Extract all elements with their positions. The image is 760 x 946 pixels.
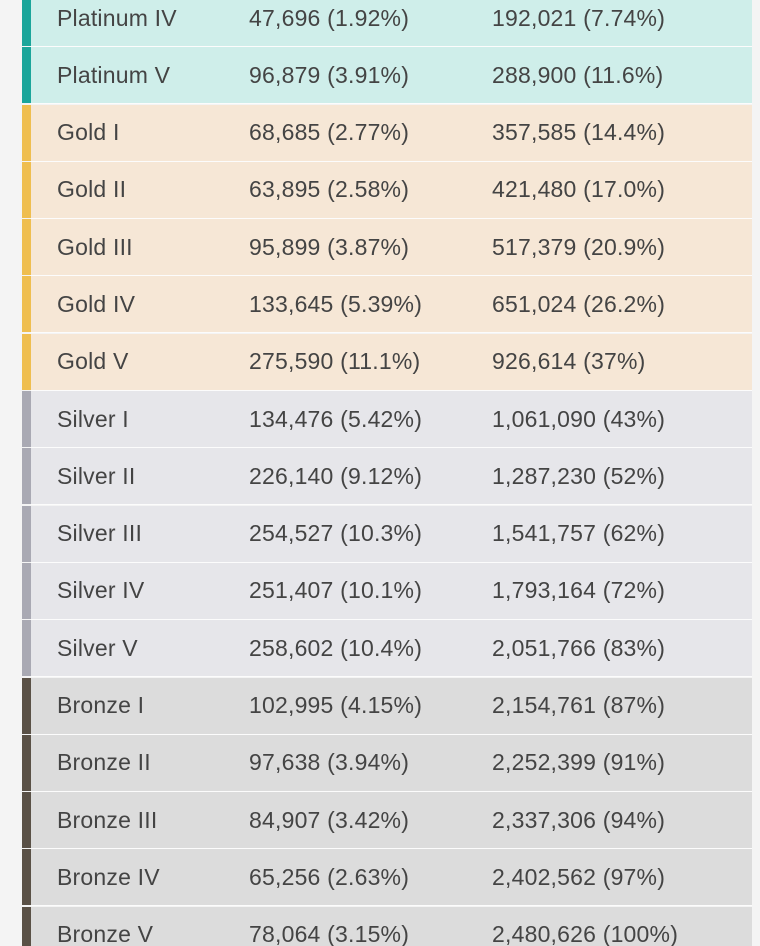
table-row: Silver V 258,602 (10.4%) 2,051,766 (83%) <box>22 620 752 678</box>
table-row: Bronze IV 65,256 (2.63%) 2,402,562 (97%) <box>22 849 752 907</box>
cumulative-cell: 421,480 (17.0%) <box>492 176 666 203</box>
table-row: Silver III 254,527 (10.3%) 1,541,757 (62… <box>22 505 752 563</box>
tier-cell: Gold V <box>57 348 129 375</box>
tier-cell: Bronze IV <box>57 863 160 890</box>
cumulative-cell: 357,585 (14.4%) <box>492 119 666 146</box>
row-divider <box>31 103 752 105</box>
row-divider <box>31 217 752 219</box>
table-row: Gold V 275,590 (11.1%) 926,614 (37%) <box>22 333 752 391</box>
cumulative-cell: 1,287,230 (52%) <box>492 462 666 489</box>
row-divider <box>31 561 752 563</box>
players-cell: 133,645 (5.39%) <box>249 290 423 317</box>
row-divider <box>31 618 752 620</box>
table-row: Silver I 134,476 (5.42%) 1,061,090 (43%) <box>22 391 752 449</box>
tier-cell: Silver V <box>57 634 138 661</box>
table-row: Platinum V 96,879 (3.91%) 288,900 (11.6%… <box>22 47 752 105</box>
table-row: Bronze III 84,907 (3.42%) 2,337,306 (94%… <box>22 792 752 850</box>
players-cell: 95,899 (3.87%) <box>249 233 410 260</box>
tier-cell: Bronze II <box>57 749 151 776</box>
players-cell: 97,638 (3.94%) <box>249 749 410 776</box>
row-divider <box>31 160 752 162</box>
players-cell: 251,407 (10.1%) <box>249 577 423 604</box>
cumulative-cell: 2,480,626 (100%) <box>492 921 679 946</box>
cumulative-cell: 2,402,562 (97%) <box>492 863 666 890</box>
players-cell: 226,140 (9.12%) <box>249 462 423 489</box>
tier-cell: Silver IV <box>57 577 145 604</box>
cumulative-cell: 517,379 (20.9%) <box>492 233 666 260</box>
table-row: Silver II 226,140 (9.12%) 1,287,230 (52%… <box>22 448 752 506</box>
players-cell: 102,995 (4.15%) <box>249 692 423 719</box>
table-row: Bronze V 78,064 (3.15%) 2,480,626 (100%) <box>22 906 752 946</box>
table-row: Bronze I 102,995 (4.15%) 2,154,761 (87%) <box>22 677 752 735</box>
tier-cell: Bronze V <box>57 921 154 946</box>
tier-cell: Bronze III <box>57 806 158 833</box>
row-divider <box>31 848 752 850</box>
table-row: Gold III 95,899 (3.87%) 517,379 (20.9%) <box>22 219 752 277</box>
cumulative-cell: 2,252,399 (91%) <box>492 749 666 776</box>
page-edge <box>752 0 760 946</box>
row-divider <box>31 905 752 907</box>
players-cell: 258,602 (10.4%) <box>249 634 423 661</box>
players-cell: 275,590 (11.1%) <box>249 348 421 375</box>
row-divider <box>31 504 752 506</box>
tier-cell: Platinum V <box>57 61 171 88</box>
table-row: Silver IV 251,407 (10.1%) 1,793,164 (72%… <box>22 562 752 620</box>
cumulative-cell: 651,024 (26.2%) <box>492 290 666 317</box>
tier-cell: Silver III <box>57 520 143 547</box>
cumulative-cell: 192,021 (7.74%) <box>492 4 666 31</box>
row-divider <box>31 447 752 449</box>
row-divider <box>31 46 752 47</box>
players-cell: 96,879 (3.91%) <box>249 61 410 88</box>
players-cell: 63,895 (2.58%) <box>249 176 410 203</box>
cumulative-cell: 1,061,090 (43%) <box>492 405 666 432</box>
row-divider <box>31 733 752 735</box>
rank-distribution-table: Platinum IV 47,696 (1.92%) 192,021 (7.74… <box>22 0 752 946</box>
tier-cell: Gold III <box>57 233 133 260</box>
cumulative-cell: 2,337,306 (94%) <box>492 806 666 833</box>
row-divider <box>31 332 752 334</box>
tier-cell: Silver I <box>57 405 129 432</box>
table-row: Platinum IV 47,696 (1.92%) 192,021 (7.74… <box>22 0 752 47</box>
players-cell: 134,476 (5.42%) <box>249 405 423 432</box>
row-divider <box>31 790 752 792</box>
players-cell: 47,696 (1.92%) <box>249 4 410 31</box>
cumulative-cell: 1,793,164 (72%) <box>492 577 666 604</box>
cumulative-cell: 2,051,766 (83%) <box>492 634 666 661</box>
cumulative-cell: 926,614 (37%) <box>492 348 646 375</box>
cumulative-cell: 1,541,757 (62%) <box>492 520 666 547</box>
players-cell: 84,907 (3.42%) <box>249 806 410 833</box>
table-row: Bronze II 97,638 (3.94%) 2,252,399 (91%) <box>22 734 752 792</box>
row-divider <box>31 676 752 678</box>
table-row: Gold I 68,685 (2.77%) 357,585 (14.4%) <box>22 104 752 162</box>
table-row: Gold IV 133,645 (5.39%) 651,024 (26.2%) <box>22 276 752 334</box>
row-divider <box>31 389 752 391</box>
players-cell: 68,685 (2.77%) <box>249 119 410 146</box>
players-cell: 78,064 (3.15%) <box>249 921 410 946</box>
cumulative-cell: 288,900 (11.6%) <box>492 61 664 88</box>
tier-cell: Gold II <box>57 176 127 203</box>
players-cell: 65,256 (2.63%) <box>249 863 410 890</box>
table-row: Gold II 63,895 (2.58%) 421,480 (17.0%) <box>22 161 752 219</box>
tier-cell: Gold I <box>57 119 120 146</box>
tier-cell: Silver II <box>57 462 136 489</box>
tier-cell: Bronze I <box>57 692 145 719</box>
tier-cell: Platinum IV <box>57 4 177 31</box>
row-divider <box>31 275 752 277</box>
tier-cell: Gold IV <box>57 290 136 317</box>
cumulative-cell: 2,154,761 (87%) <box>492 692 666 719</box>
players-cell: 254,527 (10.3%) <box>249 520 423 547</box>
